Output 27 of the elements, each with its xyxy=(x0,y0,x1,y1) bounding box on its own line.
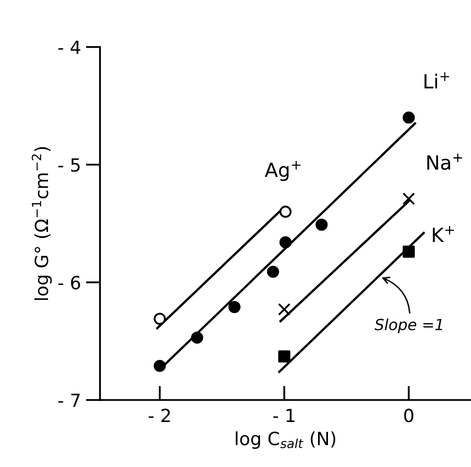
x-tick-label: - 2 xyxy=(148,408,170,422)
point xyxy=(402,112,415,124)
point xyxy=(154,360,166,372)
point xyxy=(154,312,166,325)
series-label: Na$^{+}$ xyxy=(427,154,462,170)
series-label: Li$^{+}$ xyxy=(424,72,450,88)
series-label: K$^{+}$ xyxy=(432,226,454,242)
series-label: Ag$^{+}$ xyxy=(264,160,300,181)
point xyxy=(316,218,328,231)
y-tick-label: - 6 xyxy=(58,276,80,290)
y-tick-label: - 5 xyxy=(58,158,80,172)
y-tick-label: - 7 xyxy=(58,394,80,407)
point xyxy=(402,192,416,206)
point xyxy=(279,236,292,248)
y-tick-label: - 4 xyxy=(58,40,80,54)
x-axis-title: log C$_{salt}$ (N) xyxy=(236,431,336,449)
point xyxy=(279,206,292,218)
point xyxy=(228,300,241,314)
x-tick-label: 0 xyxy=(404,408,414,422)
point xyxy=(402,246,415,258)
point xyxy=(191,332,204,344)
x-tick-label: - 1 xyxy=(273,408,294,422)
y-axis-title: log G° (Ω$^{−1}$cm$^{−2}$) xyxy=(32,147,52,300)
point xyxy=(266,266,280,278)
annotation: Slope =1 xyxy=(374,318,442,334)
point xyxy=(278,350,290,363)
point xyxy=(278,303,291,316)
